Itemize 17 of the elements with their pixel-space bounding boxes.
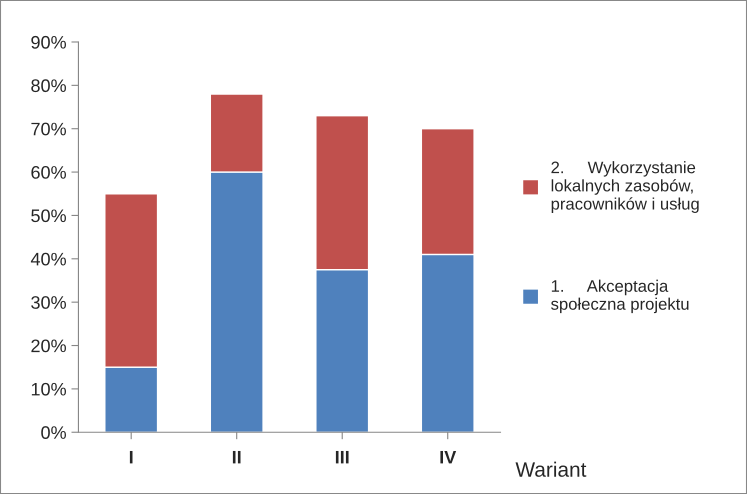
x-tick-label: II: [232, 450, 241, 464]
legend-label: 2. Wykorzystanie lokalnych zasobów, pracowników i usług: [551, 161, 699, 213]
y-tick-label: 50%: [31, 209, 66, 222]
x-tick-label: III: [336, 450, 349, 464]
legend-label: 1. Akceptacja społeczna projektu: [551, 280, 688, 314]
x-tick-label: IV: [440, 450, 456, 464]
y-tick-label: 10%: [32, 382, 66, 396]
x-tick-label: I: [130, 450, 132, 464]
y-tick-label: 80%: [31, 79, 66, 92]
y-tick-label: 40%: [30, 252, 66, 266]
y-tick-label: 30%: [31, 296, 66, 309]
y-tick-label: 20%: [31, 339, 66, 352]
y-tick-label: 70%: [31, 122, 66, 136]
y-tick-label: 90%: [31, 36, 66, 49]
y-tick-label: 0%: [41, 426, 66, 439]
y-tick-label: 60%: [31, 166, 66, 179]
x-axis-title: Wariant: [516, 462, 586, 477]
